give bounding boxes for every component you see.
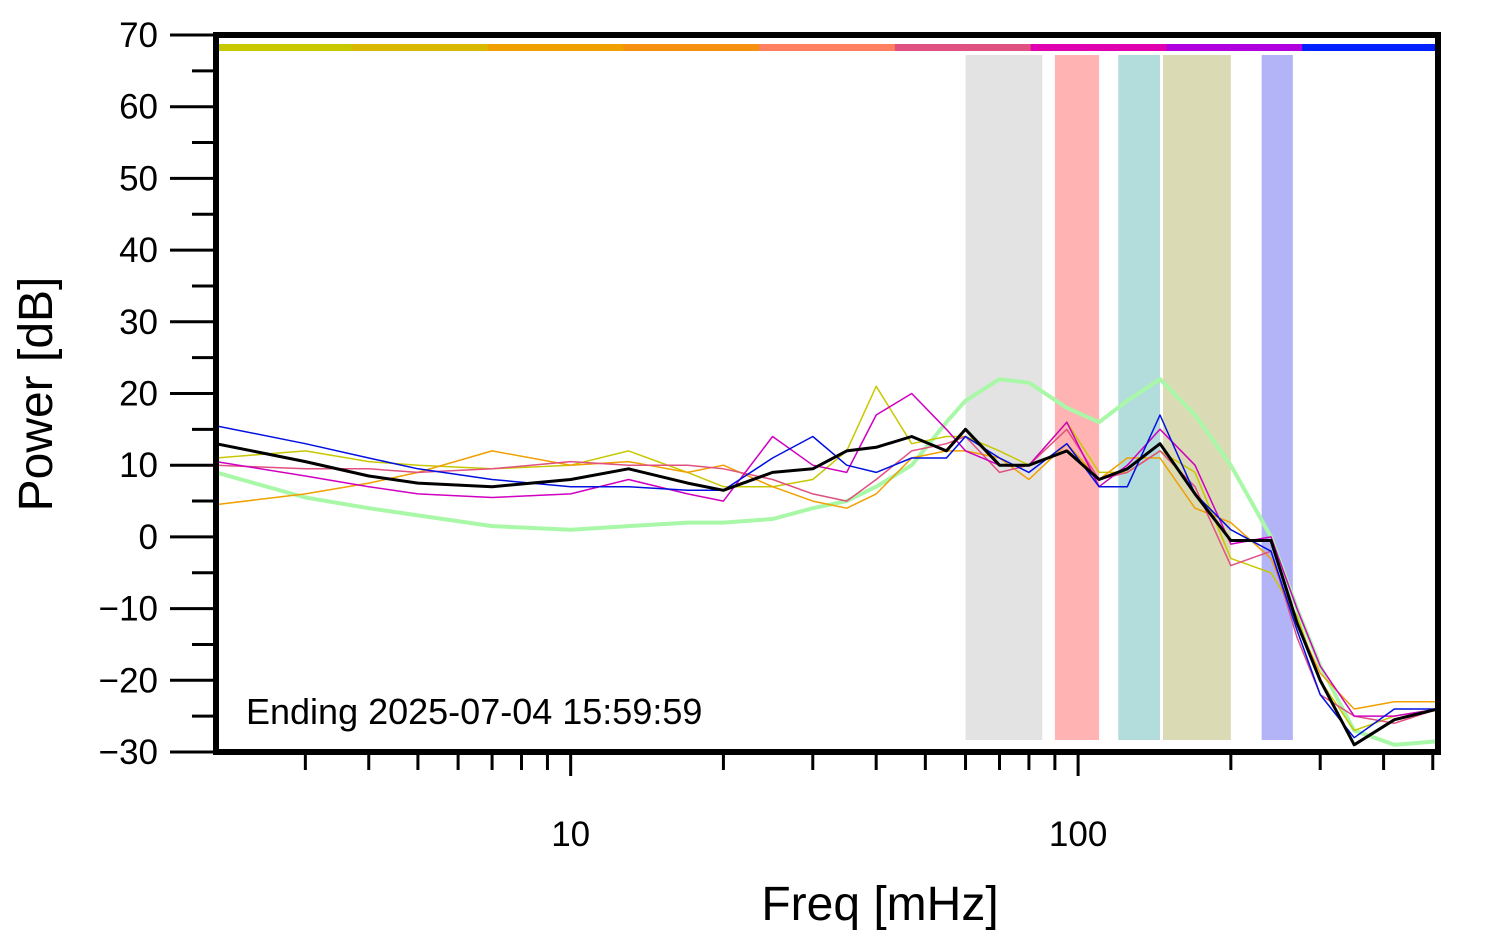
frequency-band (1261, 55, 1293, 740)
y-tick-label: 20 (119, 375, 158, 414)
y-tick-label: 60 (119, 88, 158, 127)
frequency-band (1054, 55, 1100, 740)
series-line (216, 385, 1438, 732)
y-tick-label: 40 (119, 231, 158, 270)
y-tick-label: 0 (139, 518, 158, 557)
x-tick-label: 10 (551, 815, 590, 854)
series-line (216, 427, 1438, 747)
frequency-band (1118, 55, 1160, 740)
frequency-band (965, 55, 1043, 740)
top-color-bar (623, 44, 760, 51)
series-line (216, 392, 1438, 717)
x-axis-label: Freq [mHz] (761, 878, 998, 931)
y-tick-label: −20 (99, 661, 158, 700)
top-color-bar (1302, 44, 1439, 51)
y-tick-label: 10 (119, 446, 158, 485)
top-color-bar (759, 44, 896, 51)
y-tick-label: −10 (99, 590, 158, 629)
y-axis-label: Power [dB] (10, 277, 63, 512)
series-line (216, 414, 1438, 739)
series-line (216, 377, 1438, 747)
y-tick-label: 50 (119, 159, 158, 198)
y-tick-label: 30 (119, 303, 158, 342)
series-line (216, 428, 1438, 725)
plot-lines (216, 377, 1438, 747)
top-color-bar (894, 44, 1032, 51)
top-color-bar (1030, 44, 1167, 51)
top-color-bar (1166, 44, 1303, 51)
y-tick-label: 70 (119, 16, 158, 55)
y-tick-label: −30 (99, 733, 158, 772)
plot-frame (213, 32, 1441, 755)
top-color-bar (351, 44, 489, 51)
series-line (216, 442, 1438, 710)
top-color-bar (487, 44, 624, 51)
annotation: Ending 2025-07-04 15:59:59 (246, 691, 702, 732)
x-tick-label: 100 (1049, 815, 1107, 854)
frequency-band (1163, 55, 1231, 740)
top-color-bar (216, 44, 353, 51)
